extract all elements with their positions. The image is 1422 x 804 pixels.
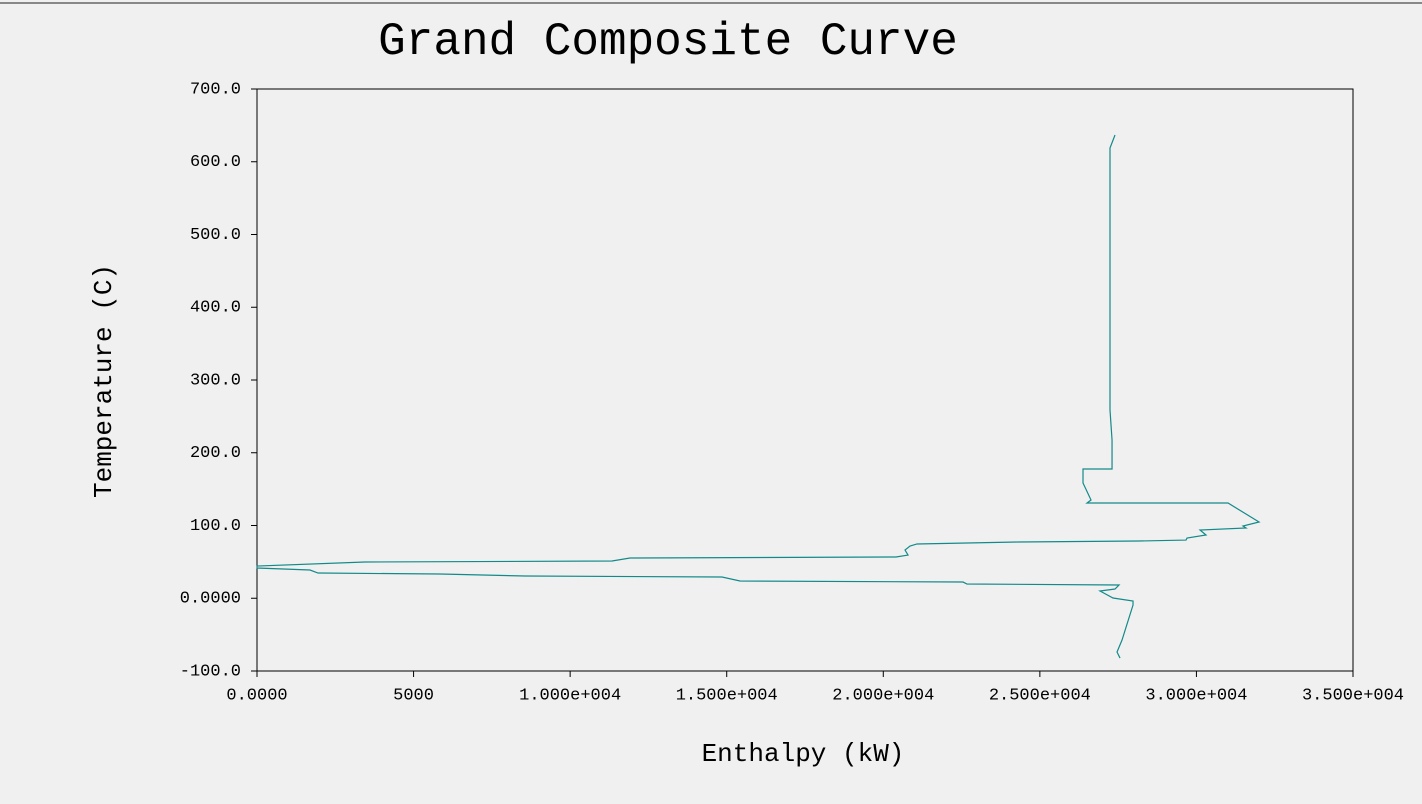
x-tick-label: 3.000e+004	[1145, 686, 1247, 705]
y-tick-label: 0.0000	[180, 590, 241, 609]
x-tick-label: 2.000e+004	[832, 686, 934, 705]
y-tick-label: 700.0	[190, 80, 241, 99]
y-axis-label: Temperature (C)	[89, 264, 119, 498]
y-tick-label: 400.0	[190, 299, 241, 318]
y-tick-label: 500.0	[190, 226, 241, 245]
y-tick-label: 300.0	[190, 371, 241, 390]
y-tick-label: 100.0	[190, 517, 241, 536]
y-tick-label: 200.0	[190, 444, 241, 463]
chart-title: Grand Composite Curve	[378, 16, 958, 68]
x-tick-label: 0.0000	[226, 686, 287, 705]
y-tick-label: 600.0	[190, 153, 241, 172]
x-tick-label: 5000	[393, 686, 434, 705]
y-tick-label: -100.0	[180, 662, 241, 681]
x-tick-label: 2.500e+004	[989, 686, 1091, 705]
x-tick-label: 1.500e+004	[676, 686, 778, 705]
x-tick-label: 1.000e+004	[519, 686, 621, 705]
plot-frame	[256, 88, 1354, 672]
data-line	[256, 134, 1261, 659]
x-tick-label: 3.500e+004	[1302, 686, 1404, 705]
x-axis-label: Enthalpy (kW)	[702, 739, 905, 769]
